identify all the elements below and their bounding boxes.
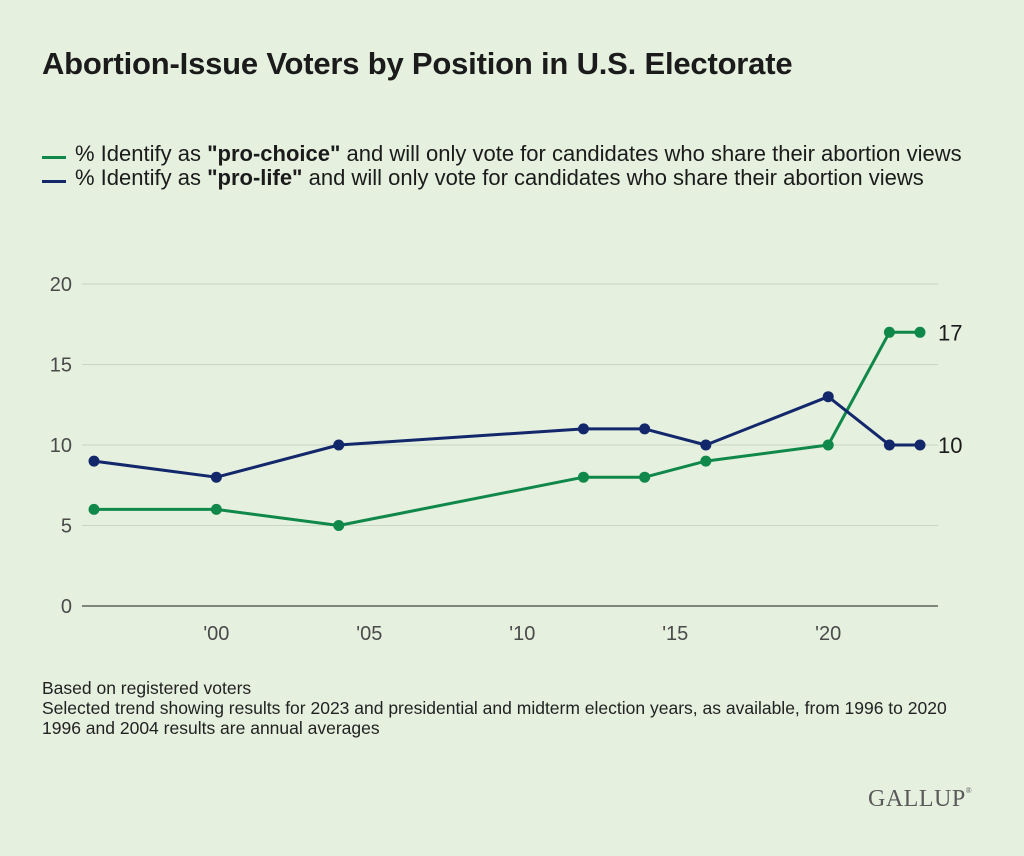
legend-prefix: % Identify as: [75, 165, 208, 190]
end-value-label: 10: [938, 433, 962, 458]
note-line: 1996 and 2004 results are annual average…: [42, 718, 380, 738]
y-tick-label: 20: [50, 274, 72, 296]
line-chart: 0 5 10 15 20 '00 '05 '10 '15 '20 17 10: [50, 274, 963, 645]
series-line-0: [92, 330, 922, 527]
data-point: [333, 439, 345, 451]
y-tick-label: 0: [61, 596, 72, 618]
y-tick-label: 15: [50, 355, 72, 377]
legend-suffix: and will only vote for candidates who sh…: [302, 165, 924, 190]
end-value-label: 17: [938, 320, 962, 345]
legend-suffix: and will only vote for candidates who sh…: [340, 141, 962, 166]
chart-notes: Based on registered voters Selected tren…: [42, 678, 992, 738]
chart-legend: % Identify as "pro-choice" and will only…: [42, 142, 982, 190]
gallup-logo: GALLUP®: [868, 786, 973, 812]
data-point: [88, 455, 100, 467]
legend-bold: "pro-choice": [207, 141, 341, 166]
x-tick-label: '00: [203, 623, 229, 645]
legend-prefix: % Identify as: [75, 141, 208, 166]
data-point: [700, 439, 712, 451]
legend-bold: "pro-life": [207, 165, 303, 190]
data-point: [914, 439, 926, 451]
data-point: [822, 439, 834, 451]
legend-item-pro-life: % Identify as "pro-life" and will only v…: [42, 166, 982, 190]
data-point: [577, 423, 589, 435]
note-line: Selected trend showing results for 2023 …: [42, 698, 947, 718]
data-point: [210, 503, 222, 515]
data-point: [822, 391, 834, 403]
x-tick-label: '20: [815, 623, 841, 645]
chart-title: Abortion-Issue Voters by Position in U.S…: [42, 46, 793, 81]
series-line-1: [92, 395, 922, 479]
data-point: [914, 326, 926, 338]
y-tick-label: 10: [50, 435, 72, 457]
x-tick-label: '05: [356, 623, 382, 645]
data-point: [333, 520, 345, 531]
x-tick-label: '10: [509, 623, 535, 645]
data-point: [210, 471, 222, 483]
y-tick-label: 5: [61, 516, 72, 538]
note-line: Based on registered voters: [42, 678, 252, 698]
data-point: [88, 503, 100, 515]
legend-swatch-pro-choice: [42, 156, 66, 159]
data-point: [883, 326, 895, 338]
data-point: [883, 439, 895, 451]
data-point: [639, 423, 651, 435]
data-point: [577, 471, 589, 483]
data-point: [639, 471, 651, 483]
legend-swatch-pro-life: [42, 180, 66, 183]
legend-item-pro-choice: % Identify as "pro-choice" and will only…: [42, 142, 982, 166]
data-point: [700, 455, 712, 467]
x-tick-label: '15: [662, 623, 688, 645]
